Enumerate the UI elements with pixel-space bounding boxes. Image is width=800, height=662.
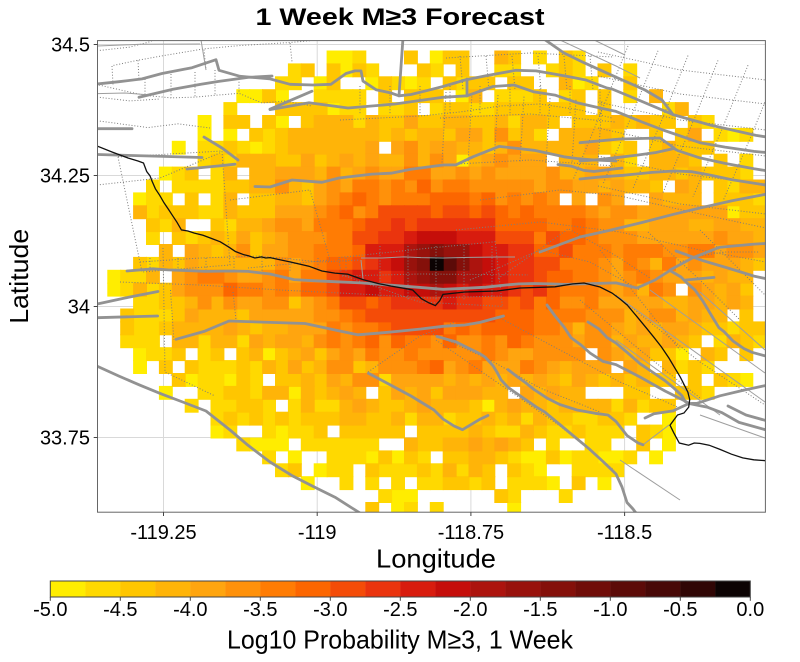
svg-text:-5.0: -5.0 [33,599,67,621]
svg-text:-2.5: -2.5 [383,599,417,621]
svg-text:-3.0: -3.0 [313,599,347,621]
svg-text:-119.25: -119.25 [130,522,196,544]
svg-text:-0.5: -0.5 [663,599,697,621]
svg-text:-118.75: -118.75 [438,522,504,544]
svg-text:34: 34 [68,297,90,319]
svg-text:34.25: 34.25 [40,166,90,188]
svg-text:-118.5: -118.5 [597,522,652,544]
svg-text:-4.5: -4.5 [103,599,137,621]
svg-text:-119: -119 [298,522,337,544]
svg-text:-4.0: -4.0 [173,599,207,621]
svg-text:0.0: 0.0 [736,599,764,621]
svg-text:-2.0: -2.0 [453,599,487,621]
svg-text:Log10 Probability M≥3, 1 Week: Log10 Probability M≥3, 1 Week [227,625,574,655]
svg-text:-3.5: -3.5 [243,599,277,621]
svg-text:Latitude: Latitude [4,229,34,324]
svg-text:-1.5: -1.5 [523,599,557,621]
svg-text:33.75: 33.75 [40,428,90,450]
svg-text:-1.0: -1.0 [593,599,627,621]
svg-text:Longitude: Longitude [376,544,496,574]
svg-text:1 Week M≥3 Forecast: 1 Week M≥3 Forecast [256,4,545,31]
svg-text:34.5: 34.5 [51,35,90,57]
